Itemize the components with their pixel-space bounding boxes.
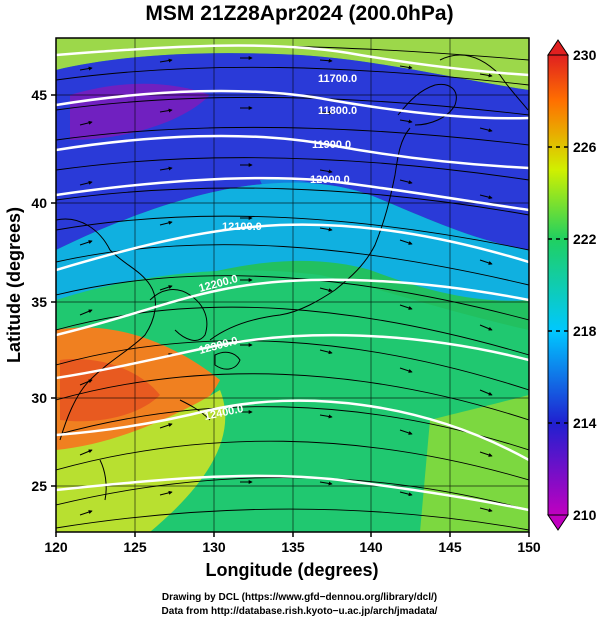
colorbar-tick-label: 230	[573, 47, 597, 63]
credit-drawing: Drawing by DCL (https://www.gfd−dennou.o…	[161, 592, 438, 603]
band-north-yellowgreen	[56, 38, 529, 90]
contour-line	[56, 223, 529, 272]
x-tick-label: 125	[123, 539, 147, 555]
contour-line	[56, 134, 529, 170]
y-tick-label: 30	[31, 390, 47, 406]
contour-label: 12100.0	[222, 221, 262, 233]
x-axis-title: Longitude (degrees)	[205, 560, 378, 580]
band-yellowgreen-south	[56, 390, 226, 532]
colorbar-tick-label: 222	[573, 231, 597, 247]
y-tick-label: 40	[31, 195, 47, 211]
y-tick-labels: 45 40 35 30 25	[31, 87, 47, 494]
coastlines	[56, 54, 529, 501]
colorbar: 230 226 222 218 214 210	[547, 39, 597, 531]
contour-label: 12000.0	[310, 174, 350, 186]
wind-streamlines	[56, 45, 529, 531]
x-tick-label: 130	[202, 539, 226, 555]
chart-title: MSM 21Z28Apr2024 (200.0hPa)	[145, 2, 454, 25]
contour-label: 11700.0	[318, 73, 357, 85]
colorbar-ticks	[548, 146, 568, 424]
map-plot-area: 11700.0 11800.0 11900.0 12000.0 12100.0 …	[56, 38, 529, 532]
colorbar-max-triangle	[547, 39, 569, 56]
y-tick-label: 35	[31, 294, 47, 310]
colorbar-tick-label: 210	[573, 507, 597, 523]
x-tick-label: 120	[44, 539, 68, 555]
colorbar-min-triangle	[547, 514, 569, 531]
contour-line	[56, 278, 529, 337]
y-tick-label: 45	[31, 87, 47, 103]
contour-line	[56, 176, 529, 212]
contour-line	[56, 333, 529, 380]
contour-line	[56, 44, 529, 77]
y-tick-label: 25	[31, 478, 47, 494]
x-tick-label: 135	[281, 539, 305, 555]
colorbar-tick-label: 226	[573, 139, 597, 155]
contour-line	[56, 474, 529, 512]
contour-label: 11900.0	[312, 139, 351, 151]
contour-label: 11800.0	[318, 105, 357, 117]
x-tick-label: 145	[438, 539, 462, 555]
band-yellowgreen-east	[420, 395, 529, 532]
colorbar-gradient	[547, 54, 569, 516]
graticule	[56, 38, 529, 532]
credit-data-source: Data from http://database.rish.kyoto−u.a…	[161, 606, 438, 617]
contour-line	[56, 399, 529, 462]
x-tick-labels: 120 125 130 135 140 145 150	[44, 539, 541, 555]
colorbar-tick-label: 218	[573, 323, 597, 339]
x-tick-label: 150	[517, 539, 541, 555]
y-axis-ticks	[51, 94, 56, 487]
colorbar-tick-label: 214	[573, 415, 597, 431]
x-tick-label: 140	[359, 539, 383, 555]
y-axis-title: Latitude (degrees)	[4, 207, 24, 363]
x-axis-ticks	[55, 532, 530, 537]
band-cyan	[56, 182, 529, 330]
contour-line	[56, 89, 529, 120]
height-contours	[56, 44, 529, 512]
